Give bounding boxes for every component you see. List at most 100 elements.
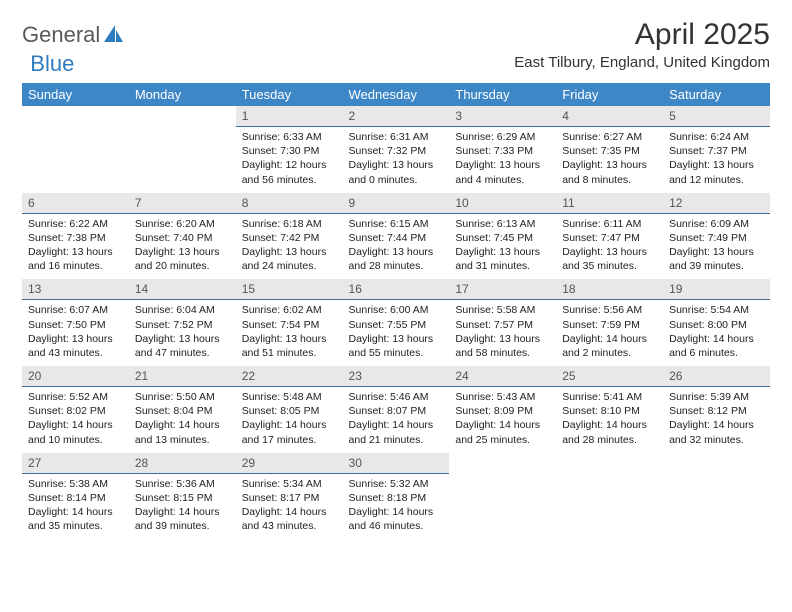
weekday-header: Sunday <box>22 83 129 106</box>
day-details: Sunrise: 5:52 AMSunset: 8:02 PMDaylight:… <box>22 387 129 453</box>
daylight-text: Daylight: 14 hours and 28 minutes. <box>562 418 657 446</box>
day-number: 13 <box>22 279 129 300</box>
day-number: 4 <box>556 106 663 127</box>
sunrise-text: Sunrise: 6:22 AM <box>28 217 123 231</box>
sunset-text: Sunset: 7:30 PM <box>242 144 337 158</box>
sunrise-text: Sunrise: 5:38 AM <box>28 477 123 491</box>
day-details: Sunrise: 5:34 AMSunset: 8:17 PMDaylight:… <box>236 474 343 540</box>
sunrise-text: Sunrise: 6:11 AM <box>562 217 657 231</box>
sunrise-text: Sunrise: 5:32 AM <box>349 477 444 491</box>
day-number: 12 <box>663 193 770 214</box>
calendar-day-cell <box>556 453 663 540</box>
day-details: Sunrise: 6:09 AMSunset: 7:49 PMDaylight:… <box>663 214 770 280</box>
sunrise-text: Sunrise: 6:31 AM <box>349 130 444 144</box>
daylight-text: Daylight: 13 hours and 39 minutes. <box>669 245 764 273</box>
sunrise-text: Sunrise: 5:54 AM <box>669 303 764 317</box>
calendar-day-cell: 9Sunrise: 6:15 AMSunset: 7:44 PMDaylight… <box>343 193 450 280</box>
day-details: Sunrise: 6:33 AMSunset: 7:30 PMDaylight:… <box>236 127 343 193</box>
daylight-text: Daylight: 13 hours and 12 minutes. <box>669 158 764 186</box>
day-details: Sunrise: 5:32 AMSunset: 8:18 PMDaylight:… <box>343 474 450 540</box>
day-number: 25 <box>556 366 663 387</box>
weekday-header: Tuesday <box>236 83 343 106</box>
brand-text-gray: General <box>22 24 100 46</box>
sunset-text: Sunset: 7:42 PM <box>242 231 337 245</box>
sunset-text: Sunset: 8:18 PM <box>349 491 444 505</box>
day-details: Sunrise: 5:54 AMSunset: 8:00 PMDaylight:… <box>663 300 770 366</box>
daylight-text: Daylight: 13 hours and 47 minutes. <box>135 332 230 360</box>
sunset-text: Sunset: 7:59 PM <box>562 318 657 332</box>
calendar-week-row: 6Sunrise: 6:22 AMSunset: 7:38 PMDaylight… <box>22 193 770 280</box>
location-text: East Tilbury, England, United Kingdom <box>514 54 770 71</box>
daylight-text: Daylight: 13 hours and 51 minutes. <box>242 332 337 360</box>
day-number: 29 <box>236 453 343 474</box>
sunrise-text: Sunrise: 6:18 AM <box>242 217 337 231</box>
day-details: Sunrise: 6:00 AMSunset: 7:55 PMDaylight:… <box>343 300 450 366</box>
sunset-text: Sunset: 7:50 PM <box>28 318 123 332</box>
day-details: Sunrise: 5:41 AMSunset: 8:10 PMDaylight:… <box>556 387 663 453</box>
daylight-text: Daylight: 14 hours and 6 minutes. <box>669 332 764 360</box>
day-details: Sunrise: 6:04 AMSunset: 7:52 PMDaylight:… <box>129 300 236 366</box>
calendar-day-cell: 25Sunrise: 5:41 AMSunset: 8:10 PMDayligh… <box>556 366 663 453</box>
day-details: Sunrise: 6:29 AMSunset: 7:33 PMDaylight:… <box>449 127 556 193</box>
sunset-text: Sunset: 7:44 PM <box>349 231 444 245</box>
sunrise-text: Sunrise: 5:46 AM <box>349 390 444 404</box>
sunrise-text: Sunrise: 6:09 AM <box>669 217 764 231</box>
calendar-day-cell: 1Sunrise: 6:33 AMSunset: 7:30 PMDaylight… <box>236 106 343 193</box>
day-number: 1 <box>236 106 343 127</box>
weekday-header: Wednesday <box>343 83 450 106</box>
daylight-text: Daylight: 13 hours and 28 minutes. <box>349 245 444 273</box>
day-number: 2 <box>343 106 450 127</box>
daylight-text: Daylight: 13 hours and 8 minutes. <box>562 158 657 186</box>
calendar-day-cell: 16Sunrise: 6:00 AMSunset: 7:55 PMDayligh… <box>343 279 450 366</box>
day-details: Sunrise: 6:31 AMSunset: 7:32 PMDaylight:… <box>343 127 450 193</box>
calendar-day-cell: 14Sunrise: 6:04 AMSunset: 7:52 PMDayligh… <box>129 279 236 366</box>
calendar-page: General April 2025 East Tilbury, England… <box>0 0 792 557</box>
daylight-text: Daylight: 13 hours and 43 minutes. <box>28 332 123 360</box>
brand-logo: General <box>22 24 126 46</box>
day-details: Sunrise: 6:13 AMSunset: 7:45 PMDaylight:… <box>449 214 556 280</box>
calendar-day-cell: 8Sunrise: 6:18 AMSunset: 7:42 PMDaylight… <box>236 193 343 280</box>
daylight-text: Daylight: 14 hours and 21 minutes. <box>349 418 444 446</box>
calendar-day-cell: 18Sunrise: 5:56 AMSunset: 7:59 PMDayligh… <box>556 279 663 366</box>
sunset-text: Sunset: 7:32 PM <box>349 144 444 158</box>
sunrise-text: Sunrise: 5:43 AM <box>455 390 550 404</box>
sunrise-text: Sunrise: 6:13 AM <box>455 217 550 231</box>
sunrise-text: Sunrise: 5:48 AM <box>242 390 337 404</box>
calendar-week-row: 13Sunrise: 6:07 AMSunset: 7:50 PMDayligh… <box>22 279 770 366</box>
calendar-day-cell: 6Sunrise: 6:22 AMSunset: 7:38 PMDaylight… <box>22 193 129 280</box>
day-number: 5 <box>663 106 770 127</box>
daylight-text: Daylight: 14 hours and 10 minutes. <box>28 418 123 446</box>
sunset-text: Sunset: 8:02 PM <box>28 404 123 418</box>
calendar-day-cell: 12Sunrise: 6:09 AMSunset: 7:49 PMDayligh… <box>663 193 770 280</box>
sunset-text: Sunset: 8:17 PM <box>242 491 337 505</box>
calendar-day-cell <box>22 106 129 193</box>
calendar-day-cell: 23Sunrise: 5:46 AMSunset: 8:07 PMDayligh… <box>343 366 450 453</box>
day-details: Sunrise: 5:39 AMSunset: 8:12 PMDaylight:… <box>663 387 770 453</box>
brand-text-blue: Blue <box>30 53 74 75</box>
calendar-day-cell: 22Sunrise: 5:48 AMSunset: 8:05 PMDayligh… <box>236 366 343 453</box>
weekday-header: Thursday <box>449 83 556 106</box>
sunrise-text: Sunrise: 6:00 AM <box>349 303 444 317</box>
sunset-text: Sunset: 8:09 PM <box>455 404 550 418</box>
title-block: April 2025 East Tilbury, England, United… <box>514 18 770 71</box>
calendar-day-cell: 3Sunrise: 6:29 AMSunset: 7:33 PMDaylight… <box>449 106 556 193</box>
daylight-text: Daylight: 14 hours and 43 minutes. <box>242 505 337 533</box>
day-details: Sunrise: 5:56 AMSunset: 7:59 PMDaylight:… <box>556 300 663 366</box>
weekday-header: Friday <box>556 83 663 106</box>
day-details: Sunrise: 5:36 AMSunset: 8:15 PMDaylight:… <box>129 474 236 540</box>
sunset-text: Sunset: 7:52 PM <box>135 318 230 332</box>
sunset-text: Sunset: 7:54 PM <box>242 318 337 332</box>
calendar-day-cell <box>449 453 556 540</box>
sunset-text: Sunset: 7:37 PM <box>669 144 764 158</box>
calendar-day-cell: 29Sunrise: 5:34 AMSunset: 8:17 PMDayligh… <box>236 453 343 540</box>
daylight-text: Daylight: 13 hours and 0 minutes. <box>349 158 444 186</box>
daylight-text: Daylight: 13 hours and 16 minutes. <box>28 245 123 273</box>
day-number: 18 <box>556 279 663 300</box>
sunset-text: Sunset: 7:38 PM <box>28 231 123 245</box>
sunset-text: Sunset: 8:12 PM <box>669 404 764 418</box>
calendar-day-cell: 13Sunrise: 6:07 AMSunset: 7:50 PMDayligh… <box>22 279 129 366</box>
daylight-text: Daylight: 14 hours and 35 minutes. <box>28 505 123 533</box>
sunrise-text: Sunrise: 6:04 AM <box>135 303 230 317</box>
daylight-text: Daylight: 13 hours and 20 minutes. <box>135 245 230 273</box>
day-number: 3 <box>449 106 556 127</box>
